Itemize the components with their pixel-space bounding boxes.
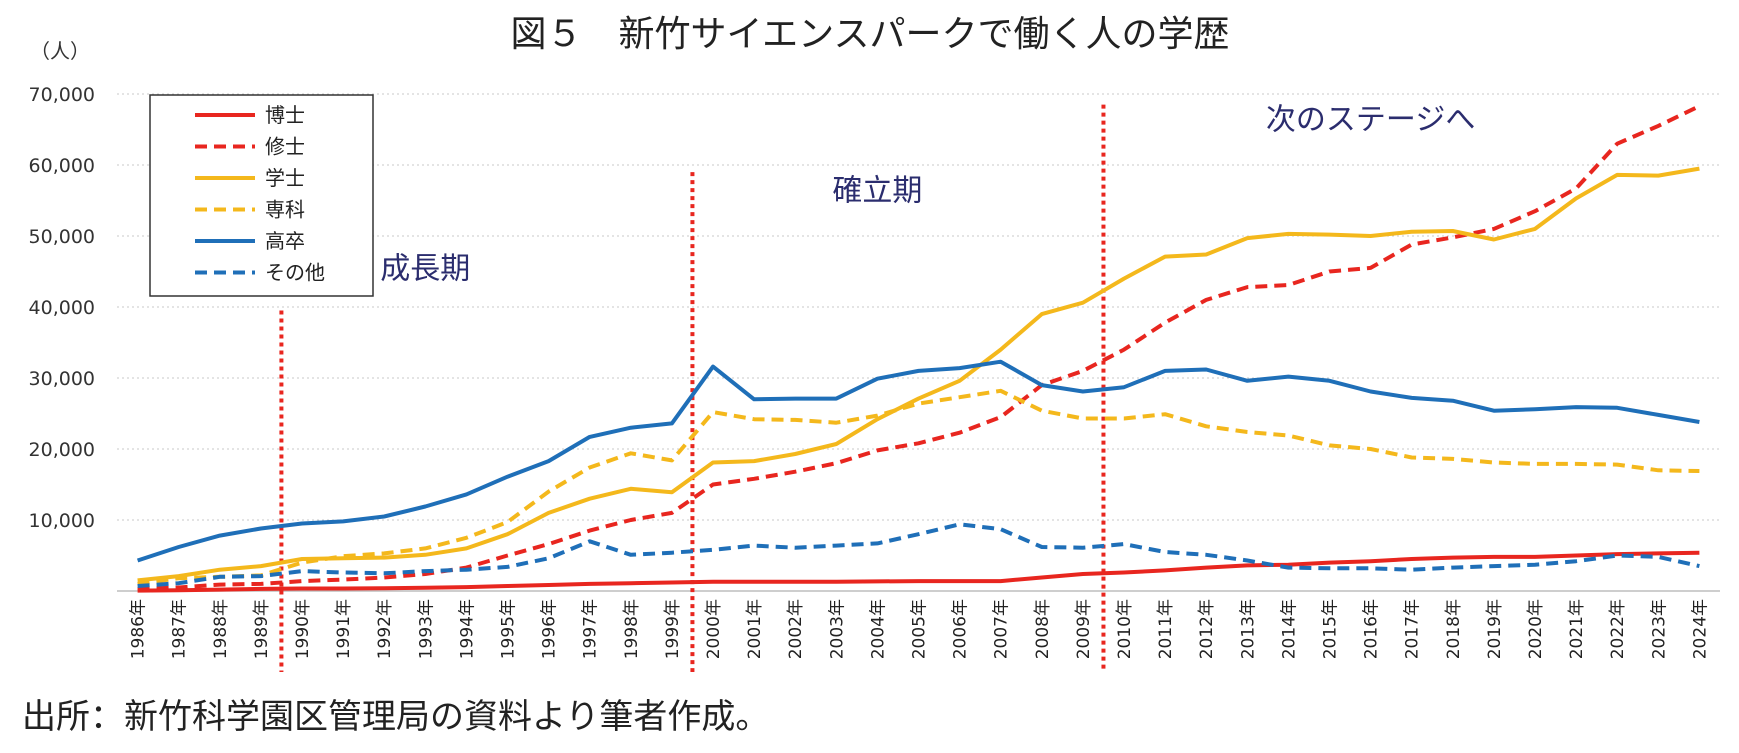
y-tick-label: 50,000 bbox=[29, 226, 95, 248]
phase-annotations: 成長期 確立期 次のステージへ bbox=[380, 103, 1475, 287]
y-tick-label: 40,000 bbox=[29, 297, 95, 319]
x-tick-label: 2006年 bbox=[951, 599, 971, 659]
x-tick-label: 2018年 bbox=[1444, 599, 1464, 659]
legend-box bbox=[149, 94, 374, 297]
y-tick-label: 70,000 bbox=[29, 84, 95, 106]
x-tick-label: 2020年 bbox=[1526, 599, 1546, 659]
x-tick-label: 2015年 bbox=[1321, 599, 1341, 659]
x-tick-label: 1990年 bbox=[293, 599, 313, 659]
x-tick-label: 1995年 bbox=[498, 599, 518, 659]
x-tick-label: 1988年 bbox=[211, 599, 231, 659]
x-tick-label: 2001年 bbox=[745, 599, 765, 659]
legend-label: その他 bbox=[265, 261, 325, 285]
series-line bbox=[136, 359, 1700, 563]
x-tick-label: 2008年 bbox=[1033, 599, 1053, 659]
x-tick-label: 2019年 bbox=[1485, 599, 1505, 659]
x-tick-label: 1992年 bbox=[375, 599, 395, 659]
series-line bbox=[137, 388, 1700, 586]
x-tick-label: 1989年 bbox=[252, 599, 272, 659]
chart-title: 図５ 新竹サイエンスパークで働く人の学歴 bbox=[511, 14, 1230, 55]
series-line bbox=[137, 522, 1700, 588]
series-line bbox=[137, 104, 1701, 591]
x-tick-label: 2009年 bbox=[1074, 599, 1094, 659]
x-tick-label: 1996年 bbox=[540, 599, 560, 659]
x-tick-label: 2014年 bbox=[1279, 599, 1299, 659]
x-tick-label: 1994年 bbox=[457, 599, 477, 659]
x-tick-label: 2007年 bbox=[992, 599, 1012, 659]
x-tick-label: 2012年 bbox=[1197, 599, 1217, 659]
x-axis-ticks: 1986年 1987年 1988年 1989年 1990年 1991年 1992年 1993年… bbox=[129, 599, 1711, 659]
gridlines bbox=[117, 93, 1720, 521]
phase-label: 成長期 bbox=[380, 252, 470, 287]
y-tick-label: 10,000 bbox=[29, 510, 95, 532]
x-tick-label: 1991年 bbox=[334, 599, 354, 659]
source-note: 出所：新竹科学園区管理局の資料より筆者作成。 bbox=[22, 697, 769, 737]
x-tick-label: 2010年 bbox=[1115, 599, 1135, 659]
x-tick-label: 2002年 bbox=[786, 599, 806, 659]
x-tick-label: 2017年 bbox=[1403, 599, 1423, 659]
phase-label: 確立期 bbox=[832, 174, 922, 209]
y-unit-label: （人） bbox=[30, 39, 90, 63]
legend-label: 高卒 bbox=[265, 229, 305, 253]
x-tick-label: 1997年 bbox=[581, 599, 601, 659]
x-tick-label: 2011年 bbox=[1156, 599, 1176, 659]
series-line bbox=[137, 550, 1700, 593]
legend-label: 修士 bbox=[265, 135, 305, 159]
x-tick-label: 2003年 bbox=[827, 599, 847, 659]
x-tick-label: 2021年 bbox=[1567, 599, 1587, 659]
y-tick-label: 60,000 bbox=[29, 155, 95, 177]
x-tick-label: 1986年 bbox=[129, 599, 149, 659]
x-tick-label: 2022年 bbox=[1608, 599, 1628, 659]
y-axis-ticks: 70,000 60,000 50,000 40,000 30,000 20,000 10,0… bbox=[29, 84, 95, 532]
x-tick-label: 2024年 bbox=[1690, 599, 1710, 659]
x-tick-label: 1993年 bbox=[416, 599, 436, 659]
legend-label: 学士 bbox=[265, 166, 305, 190]
x-tick-label: 2000年 bbox=[704, 599, 724, 659]
x-tick-label: 2013年 bbox=[1238, 599, 1258, 659]
phase-label: 次のステージへ bbox=[1266, 103, 1475, 138]
x-tick-label: 1998年 bbox=[622, 599, 642, 659]
x-tick-label: 2005年 bbox=[910, 599, 930, 659]
series-line bbox=[137, 166, 1700, 583]
x-tick-label: 2016年 bbox=[1362, 599, 1382, 659]
x-tick-label: 2004年 bbox=[868, 599, 888, 659]
x-tick-label: 1987年 bbox=[170, 599, 190, 659]
x-tick-label: 2023年 bbox=[1649, 599, 1669, 659]
legend-label: 専科 bbox=[265, 198, 305, 222]
y-tick-label: 30,000 bbox=[29, 368, 95, 390]
legend-label: 博士 bbox=[265, 103, 305, 127]
x-tick-label: 1999年 bbox=[663, 599, 683, 659]
y-tick-label: 20,000 bbox=[29, 439, 95, 461]
series-lines bbox=[136, 104, 1701, 593]
